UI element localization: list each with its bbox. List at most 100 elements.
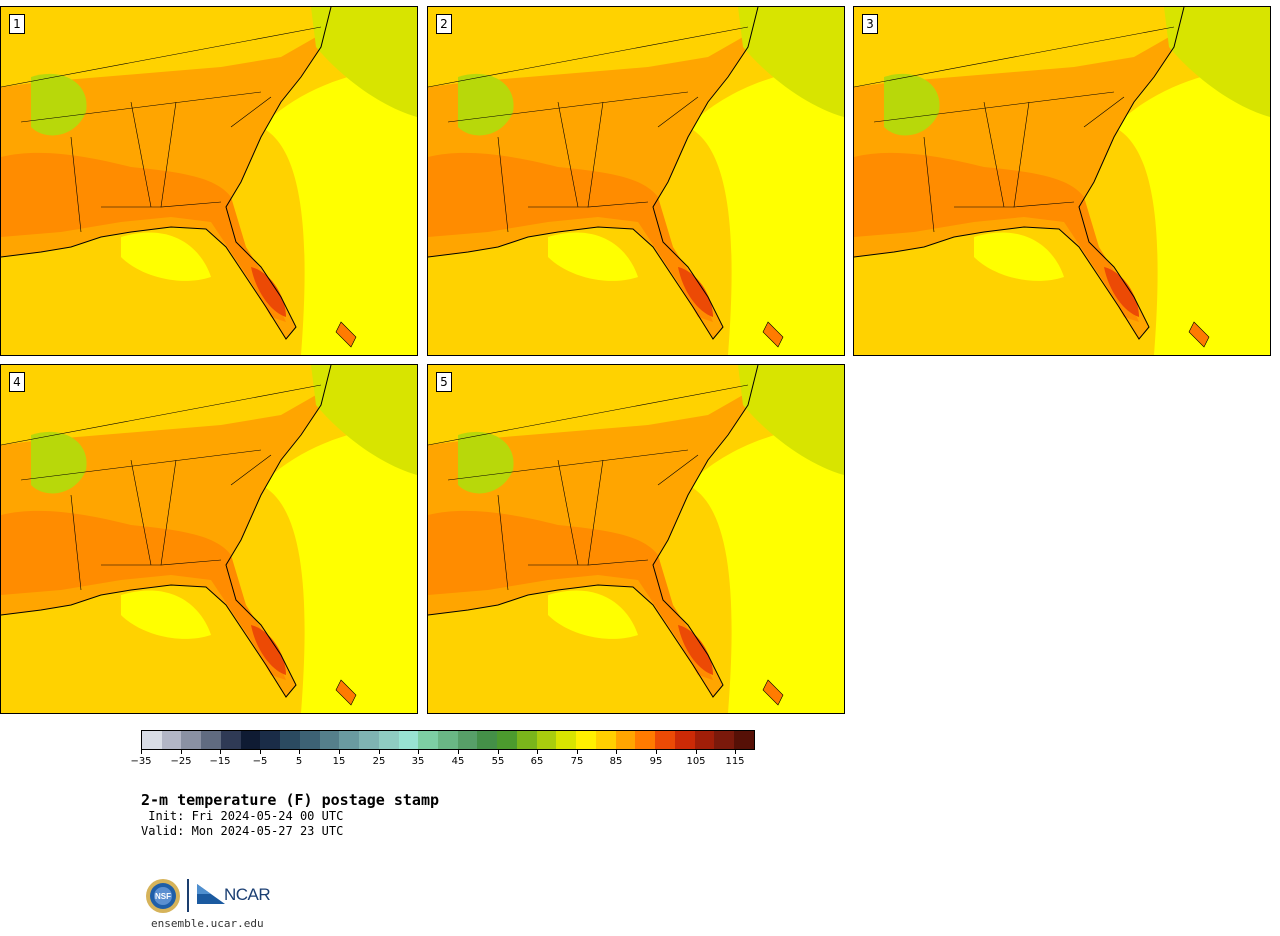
- colorbar-swatch: [477, 731, 498, 749]
- member-label: 5: [436, 372, 452, 392]
- atlantic-warm-band: [1114, 67, 1270, 355]
- colorbar-tick-label: 55: [491, 756, 505, 767]
- ne-cool-area: [738, 365, 844, 475]
- state-border: [497, 136, 509, 233]
- colorbar-swatch: [418, 731, 439, 749]
- colorbar-tick: [498, 750, 499, 754]
- colorbar-tick: [577, 750, 578, 754]
- colorbar-tick-label: −15: [209, 756, 231, 767]
- colorbar-swatch: [516, 731, 537, 749]
- gulf-yellow-patch: [974, 232, 1064, 281]
- coastline: [428, 7, 759, 340]
- gulf-yellow-patch: [548, 590, 638, 639]
- northern-cool-area: [428, 7, 758, 87]
- hot-core: [428, 510, 713, 680]
- state-border: [1, 26, 322, 88]
- colorbar-swatch: [319, 731, 340, 749]
- temperature-map: [1, 7, 417, 355]
- florida-hot-spot: [678, 625, 713, 675]
- colorbar-swatch: [398, 731, 419, 749]
- northern-cool-area: [1, 7, 331, 87]
- bahamas-island: [1188, 321, 1210, 348]
- colorbar-tick: [696, 750, 697, 754]
- colorbar-swatch: [576, 731, 596, 749]
- atlantic-warm-band: [688, 67, 844, 355]
- northern-green-area: [31, 73, 87, 136]
- hot-core: [1, 152, 286, 322]
- bahamas-island: [335, 679, 357, 706]
- state-border: [873, 91, 1115, 123]
- colorbar-tick-label: 105: [686, 756, 706, 767]
- state-border: [1083, 96, 1125, 128]
- ne-cool-area: [311, 7, 417, 117]
- temperature-map: [1, 365, 417, 713]
- state-border: [230, 96, 272, 128]
- temperature-colorbar: [141, 730, 755, 750]
- ensemble-member-map-5: 5: [427, 364, 845, 714]
- logo-divider: [187, 879, 189, 912]
- state-border: [557, 459, 579, 566]
- colorbar-swatch: [635, 731, 656, 749]
- colorbar-tick-label: 85: [609, 756, 623, 767]
- colorbar-swatch: [260, 731, 281, 749]
- temperature-map: [428, 365, 844, 713]
- colorbar-tick-label: 95: [649, 756, 663, 767]
- coastline: [854, 7, 1185, 340]
- member-label: 4: [9, 372, 25, 392]
- gulf-yellow-patch: [121, 590, 211, 639]
- colorbar-tick: [181, 750, 182, 754]
- colorbar-swatch: [595, 731, 616, 749]
- member-label: 2: [436, 14, 452, 34]
- colorbar-tick-label: 75: [570, 756, 584, 767]
- ncar-mark-icon: [197, 884, 225, 904]
- colorbar-tick: [656, 750, 657, 754]
- colorbar-swatch: [714, 731, 735, 749]
- colorbar-swatch: [457, 731, 478, 749]
- init-time: Init: Fri 2024-05-24 00 UTC: [141, 809, 344, 823]
- colorbar-tick-label: −35: [130, 756, 152, 767]
- colorbar-swatch: [181, 731, 202, 749]
- hot-core: [854, 152, 1139, 322]
- colorbar-swatch: [339, 731, 360, 749]
- colorbar-tick-label: 35: [411, 756, 425, 767]
- colorbar-swatch: [438, 731, 458, 749]
- colorbar-swatch: [299, 731, 320, 749]
- state-border: [230, 454, 272, 486]
- colorbar-swatch: [615, 731, 636, 749]
- temperature-map: [428, 7, 844, 355]
- colorbar-swatch: [240, 731, 261, 749]
- colorbar-tick: [299, 750, 300, 754]
- colorbar-tick: [339, 750, 340, 754]
- colorbar-tick-label: 65: [530, 756, 544, 767]
- colorbar-tick: [458, 750, 459, 754]
- colorbar-swatch: [359, 731, 379, 749]
- state-border: [1, 384, 322, 446]
- ensemble-member-map-1: 1: [0, 6, 418, 356]
- colorbar-tick: [537, 750, 538, 754]
- colorbar-swatch: [556, 731, 577, 749]
- ncar-logo-text: NCAR: [224, 885, 271, 904]
- colorbar-swatch: [201, 731, 221, 749]
- colorbar-swatch: [142, 731, 162, 749]
- state-border: [557, 101, 579, 208]
- state-border: [70, 136, 82, 233]
- northern-cool-area: [1, 365, 331, 445]
- colorbar-tick-label: 45: [451, 756, 465, 767]
- colorbar-swatch: [378, 731, 399, 749]
- member-label: 3: [862, 14, 878, 34]
- bahamas-island: [762, 679, 784, 706]
- florida-hot-spot: [678, 267, 713, 317]
- coastline: [428, 365, 759, 698]
- colorbar-tick-label: 25: [372, 756, 386, 767]
- colorbar-tick-label: 15: [332, 756, 346, 767]
- colorbar-swatch: [694, 731, 715, 749]
- coastline: [1, 7, 332, 340]
- colorbar-tick-label: −25: [170, 756, 192, 767]
- colorbar-tick-label: −5: [252, 756, 268, 767]
- northern-green-area: [458, 431, 514, 494]
- coastline: [1, 365, 332, 698]
- colorbar-swatch: [220, 731, 241, 749]
- florida-hot-spot: [251, 267, 286, 317]
- sponsor-logos: NSF NCAR: [145, 876, 275, 918]
- bahamas-island: [762, 321, 784, 348]
